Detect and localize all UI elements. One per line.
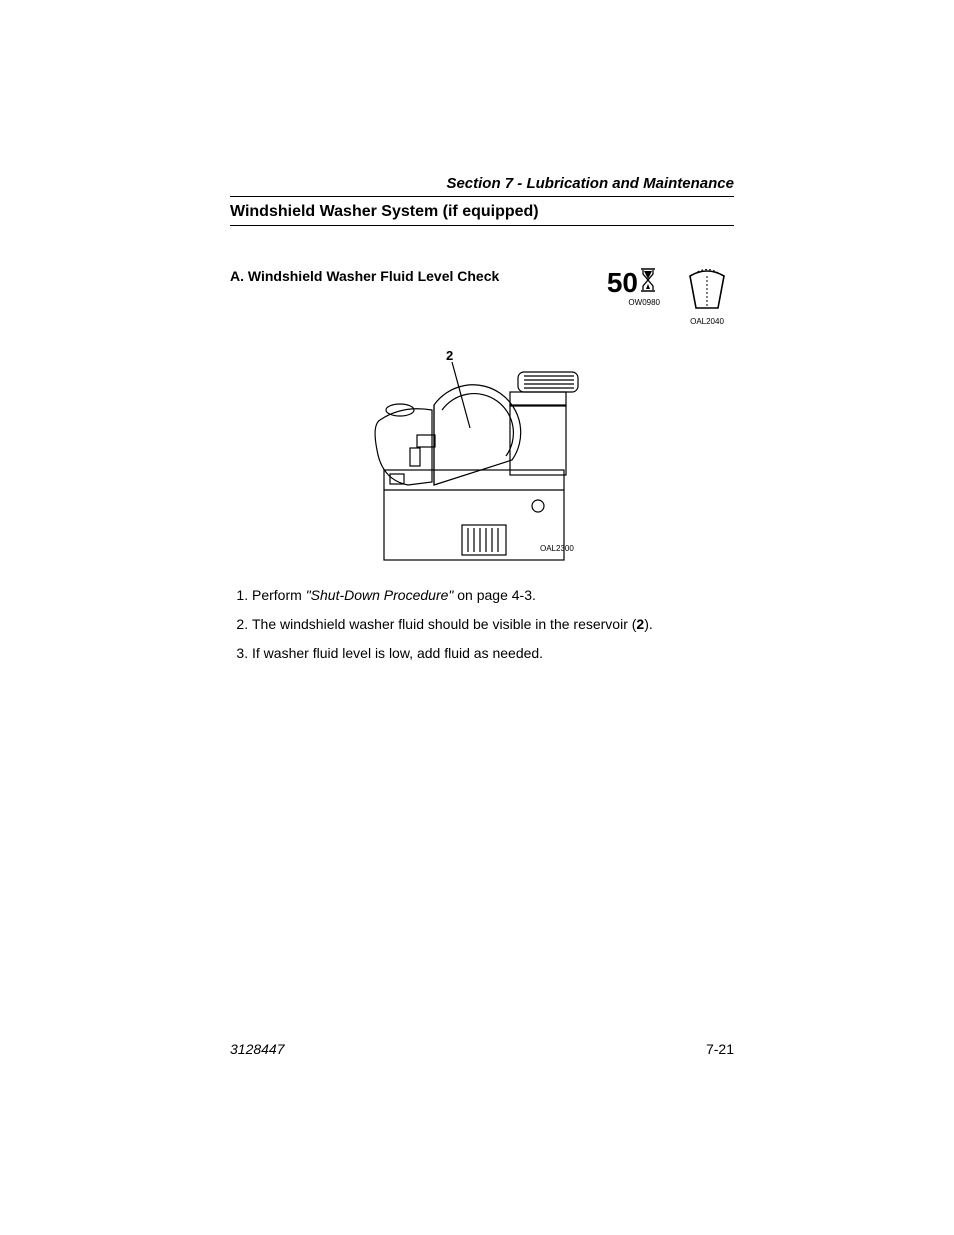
interval-code: OW0980 (628, 298, 660, 307)
figure-code: OAL2300 (540, 544, 574, 553)
figure-callout-2: 2 (446, 348, 453, 363)
windshield-wiper-icon (680, 297, 734, 314)
step-3-pre: If washer fluid level is low, add fluid … (252, 645, 543, 661)
step-2-pre: The windshield washer fluid should be vi… (252, 616, 636, 632)
washer-figure: 2 OAL2300 (362, 350, 602, 570)
interval-value: 50 (607, 269, 638, 297)
page-number: 7-21 (706, 1041, 734, 1057)
step-1-pre: Perform (252, 587, 306, 603)
wiper-icon-code: OAL2040 (680, 317, 734, 326)
hourglass-icon (640, 268, 656, 297)
procedure-steps: Perform "Shut-Down Procedure" on page 4-… (230, 586, 734, 663)
section-header: Section 7 - Lubrication and Maintenance (230, 175, 734, 197)
subsection-title: A. Windshield Washer Fluid Level Check (230, 268, 499, 284)
page-root: Section 7 - Lubrication and Maintenance … (0, 0, 954, 1235)
wiper-block: OAL2040 (680, 268, 734, 326)
subsection-row: A. Windshield Washer Fluid Level Check 5… (230, 268, 734, 326)
doc-number: 3128447 (230, 1041, 285, 1057)
step-1-post: on page 4-3. (453, 587, 536, 603)
interval-icon-row: 50 OW0980 (607, 268, 734, 326)
step-3: If washer fluid level is low, add fluid … (252, 644, 734, 663)
page-footer: 3128447 7-21 (230, 1041, 734, 1057)
interval-block: 50 OW0980 (607, 268, 656, 297)
main-title: Windshield Washer System (if equipped) (230, 203, 734, 226)
step-1: Perform "Shut-Down Procedure" on page 4-… (252, 586, 734, 605)
step-2-post: ). (644, 616, 653, 632)
step-2: The windshield washer fluid should be vi… (252, 615, 734, 634)
equipment-diagram-icon (362, 350, 602, 565)
step-1-ref: "Shut-Down Procedure" (306, 587, 454, 603)
